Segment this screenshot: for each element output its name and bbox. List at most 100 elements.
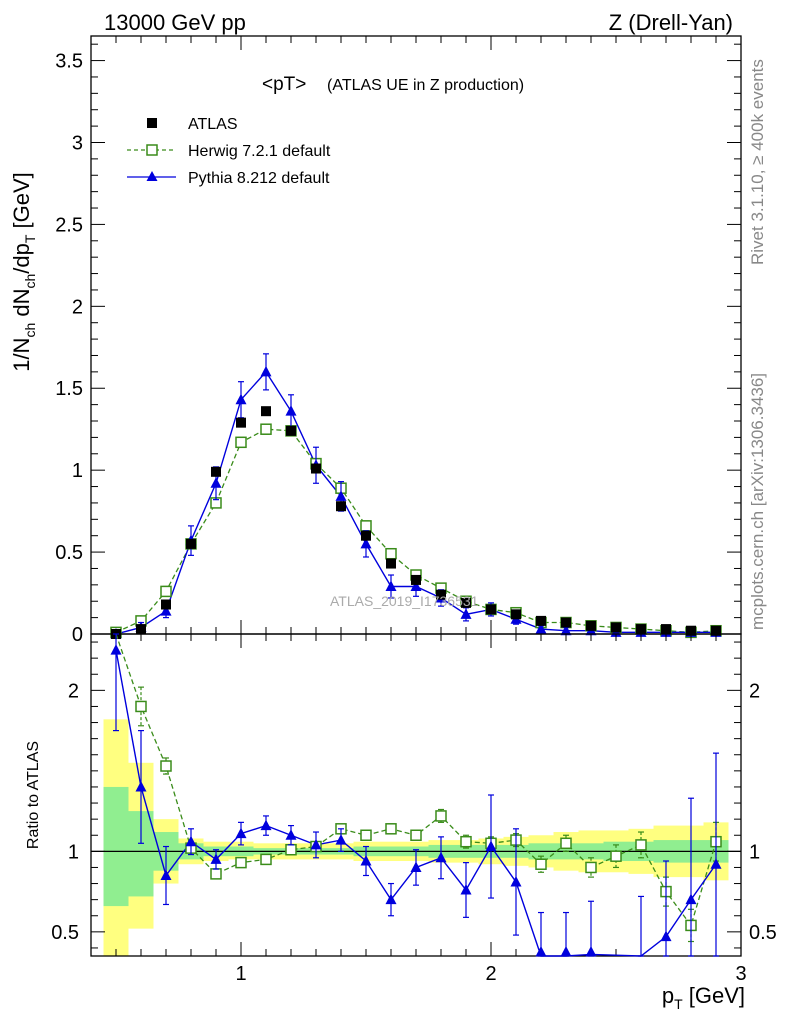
pythia-point — [260, 365, 272, 377]
pythia-ratio-point — [360, 855, 372, 866]
pythia-ratio-point — [285, 829, 297, 840]
herwig-ratio-point — [385, 823, 397, 835]
x-axis-label: pT [GeV] — [662, 983, 745, 1012]
herwig-ratio-point — [410, 829, 422, 841]
ratio-band-inner — [103, 786, 129, 907]
ratio-y-tick-label: 1 — [68, 841, 79, 863]
herwig-ratio-point — [560, 837, 572, 850]
pythia-point — [210, 477, 222, 488]
process-label: Z (Drell-Yan) — [609, 10, 733, 35]
x-tick-label: 1 — [235, 963, 246, 985]
herwig-ratio-point — [585, 861, 597, 874]
atlas-point — [186, 538, 196, 549]
atlas-point — [686, 625, 696, 636]
herwig-point — [160, 585, 172, 598]
atlas-point — [361, 530, 371, 541]
rivet-label: Rivet 3.1.10, ≥ 400k events — [748, 59, 767, 265]
pythia-point — [535, 623, 547, 634]
atlas-point — [386, 558, 396, 569]
legend-marker-atlas — [147, 118, 157, 128]
main-y-tick-label: 3.5 — [55, 51, 83, 73]
herwig-ratio-point — [160, 760, 172, 772]
pythia-ratio-point — [335, 834, 347, 845]
pythia-ratio-line — [115, 649, 717, 957]
main-y-tick-label: 1 — [72, 460, 83, 482]
herwig-point — [235, 436, 247, 449]
ratio-y-tick-label-right: 0.5 — [749, 922, 777, 944]
atlas-point — [311, 463, 321, 474]
atlas-point — [211, 466, 221, 477]
ratio-panel: 1 2 30.5 0.51 12 2 — [51, 633, 777, 985]
pythia-point — [410, 580, 422, 591]
pythia-ratio-point — [410, 861, 422, 872]
legend: ATLAS Herwig 7.2.1 default Pythia 8.212 … — [127, 116, 331, 187]
pythia-ratio-point — [160, 869, 172, 880]
herwig-ratio-point — [635, 839, 647, 851]
plot-title-main: <pT> — [262, 74, 306, 95]
herwig-ratio-point — [435, 810, 447, 822]
main-y-axis-label: 1/Nch dNch/dpT [GeV] — [9, 172, 38, 372]
svg-text:1/Nch dNch/dpT [GeV]: 1/Nch dNch/dpT [GeV] — [9, 172, 38, 372]
atlas-point — [586, 620, 596, 631]
pythia-point — [560, 624, 572, 636]
pythia-point — [335, 490, 347, 501]
atlas-point — [261, 406, 271, 417]
pythia-point — [235, 393, 247, 405]
herwig-ratio-point — [210, 868, 222, 880]
atlas-point — [161, 599, 171, 610]
herwig-ratio-point — [610, 850, 622, 862]
pythia-ratio-point — [710, 858, 722, 869]
atlas-point — [336, 501, 346, 512]
herwig-point — [260, 423, 272, 435]
atlas-point — [136, 624, 146, 635]
pythia-ratio-point — [510, 875, 522, 887]
main-y-tick-label: 1.5 — [55, 378, 83, 400]
pythia-ratio-point — [310, 838, 322, 850]
herwig-point — [385, 547, 397, 560]
watermark: ATLAS_2019_I1736531 — [330, 593, 479, 609]
pythia-point — [360, 537, 372, 549]
legend-marker-herwig — [146, 144, 158, 156]
pythia-ratio-point — [110, 644, 122, 655]
atlas-point — [561, 617, 571, 628]
atlas-point — [611, 622, 621, 633]
pythia-point — [385, 580, 397, 591]
main-panel: 0 0.5 1 1.5 2 2.5 3 3.5 — [55, 35, 742, 646]
pythia-ratio-point — [460, 883, 472, 895]
pythia-ratio-point — [535, 946, 547, 957]
pythia-ratio-point — [210, 853, 222, 864]
herwig-ratio-point — [535, 858, 547, 870]
ratio-y-tick-label-right: 2 — [749, 680, 760, 702]
herwig-ratio-point — [260, 853, 272, 866]
pythia-ratio-point — [135, 780, 147, 792]
ratio-y-axis-label: Ratio to ATLAS — [25, 741, 42, 849]
ratio-y-tick-label: 0.5 — [51, 922, 79, 944]
legend-label-pythia: Pythia 8.212 default — [188, 170, 330, 187]
legend-marker-pythia — [146, 171, 158, 181]
pythia-point — [285, 405, 297, 416]
atlas-point — [236, 417, 246, 428]
x-tick-label: 3 — [735, 963, 746, 985]
herwig-ratio-point — [285, 843, 297, 856]
main-y-tick-label: 0 — [72, 624, 83, 646]
legend-label-atlas: ATLAS — [188, 116, 238, 133]
pythia-ratio-point — [435, 851, 447, 863]
main-y-tick-label: 2.5 — [55, 214, 83, 236]
pythia-ratio-point — [485, 840, 497, 852]
atlas-point — [511, 609, 521, 620]
ratio-y-tick-label-right: 1 — [749, 841, 760, 863]
pythia-point — [160, 605, 172, 616]
svg-text:pT [GeV]: pT [GeV] — [662, 983, 745, 1012]
herwig-ratio-point — [135, 700, 147, 713]
herwig-ratio-point — [235, 856, 247, 869]
atlas-point — [286, 425, 296, 436]
atlas-point — [436, 589, 446, 600]
pythia-ratio-point — [660, 930, 672, 942]
pythia-ratio-point — [560, 946, 572, 957]
atlas-point — [411, 574, 421, 585]
herwig-point — [360, 520, 372, 532]
atlas-point — [536, 615, 546, 626]
atlas-point — [486, 604, 496, 615]
ratio-y-tick-label: 2 — [68, 680, 79, 702]
